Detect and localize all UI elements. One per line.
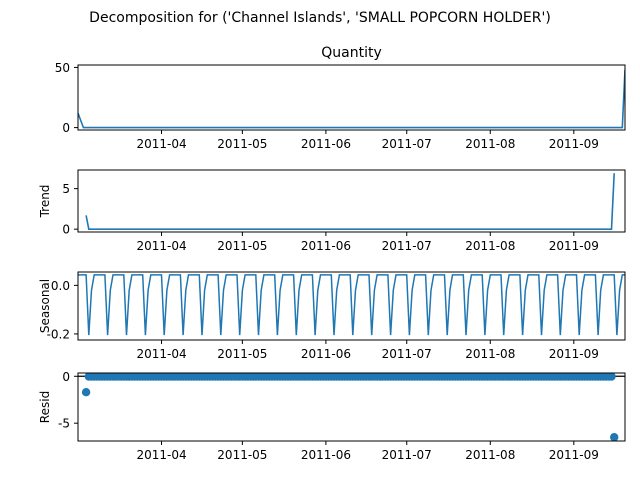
seasonal-xtick-label: 2011-08 — [465, 347, 515, 361]
trend-series-line — [85, 173, 615, 230]
resid-axes-frame — [77, 372, 626, 442]
quantity-ytick-label: 50 — [55, 61, 70, 75]
quantity-series-line — [78, 69, 625, 129]
trend-xtick-label: 2011-09 — [549, 239, 599, 253]
quantity-xtick-label: 2011-08 — [465, 137, 515, 151]
quantity-ytick-label: 0 — [62, 121, 70, 135]
trend-axes-frame — [77, 169, 626, 233]
seasonal-xtick-label: 2011-07 — [382, 347, 432, 361]
trend-xtick-label: 2011-08 — [465, 239, 515, 253]
resid-xtick-label: 2011-08 — [465, 448, 515, 462]
resid-ylabel: Resid — [38, 391, 52, 423]
quantity-xtick-label: 2011-07 — [382, 137, 432, 151]
trend-xtick-label: 2011-06 — [301, 239, 351, 253]
resid-xtick-label: 2011-07 — [382, 448, 432, 462]
quantity-plot-area — [78, 69, 625, 129]
trend-xtick-label: 2011-07 — [382, 239, 432, 253]
quantity-xtick-label: 2011-05 — [217, 137, 267, 151]
quantity-xtick-label: 2011-04 — [136, 137, 186, 151]
trend-ytick-label: 5 — [62, 182, 70, 196]
seasonal-xtick-label: 2011-04 — [136, 347, 186, 361]
seasonal-xtick-label: 2011-06 — [301, 347, 351, 361]
resid-xtick-label: 2011-06 — [301, 448, 351, 462]
seasonal-xtick-label: 2011-09 — [549, 347, 599, 361]
figure-suptitle: Decomposition for ('Channel Islands', 'S… — [89, 10, 551, 26]
seasonal-plot-area — [78, 274, 625, 336]
resid-panel: Resid 0 -5 2011-04 2011-05 2011-06 2011-07 2011… — [38, 370, 626, 462]
trend-panel: Trend 0 5 2011-04 2011-05 2011-06 2011-07 2011-… — [38, 169, 626, 253]
seasonal-ylabel: Seasonal — [38, 279, 52, 333]
seasonal-ytick-label: 0.0 — [51, 279, 70, 293]
resid-xtick-label: 2011-09 — [549, 448, 599, 462]
trend-ylabel: Trend — [38, 185, 52, 219]
resid-plot-area — [78, 373, 625, 441]
seasonal-xtick-label: 2011-05 — [217, 347, 267, 361]
trend-plot-area — [85, 173, 615, 230]
quantity-title: Quantity — [321, 45, 382, 61]
resid-ytick-label: -5 — [58, 417, 70, 431]
trend-xtick-label: 2011-05 — [217, 239, 267, 253]
resid-point — [610, 433, 619, 441]
quantity-axes-frame — [77, 64, 626, 131]
seasonal-ytick-label: -0.2 — [47, 327, 70, 341]
quantity-panel: Quantity 0 50 2011-04 2011-05 2011-06 2011-07 2… — [55, 45, 626, 151]
trend-ytick-label: 0 — [62, 223, 70, 237]
resid-ytick-label: 0 — [62, 370, 70, 384]
resid-point — [607, 373, 616, 381]
resid-xtick-label: 2011-05 — [217, 448, 267, 462]
quantity-xtick-label: 2011-09 — [549, 137, 599, 151]
resid-xtick-label: 2011-04 — [136, 448, 186, 462]
seasonal-series-line — [78, 274, 625, 336]
seasonal-axes-frame — [77, 271, 626, 341]
resid-point — [81, 388, 91, 397]
trend-xtick-label: 2011-04 — [136, 239, 186, 253]
quantity-xtick-label: 2011-06 — [301, 137, 351, 151]
